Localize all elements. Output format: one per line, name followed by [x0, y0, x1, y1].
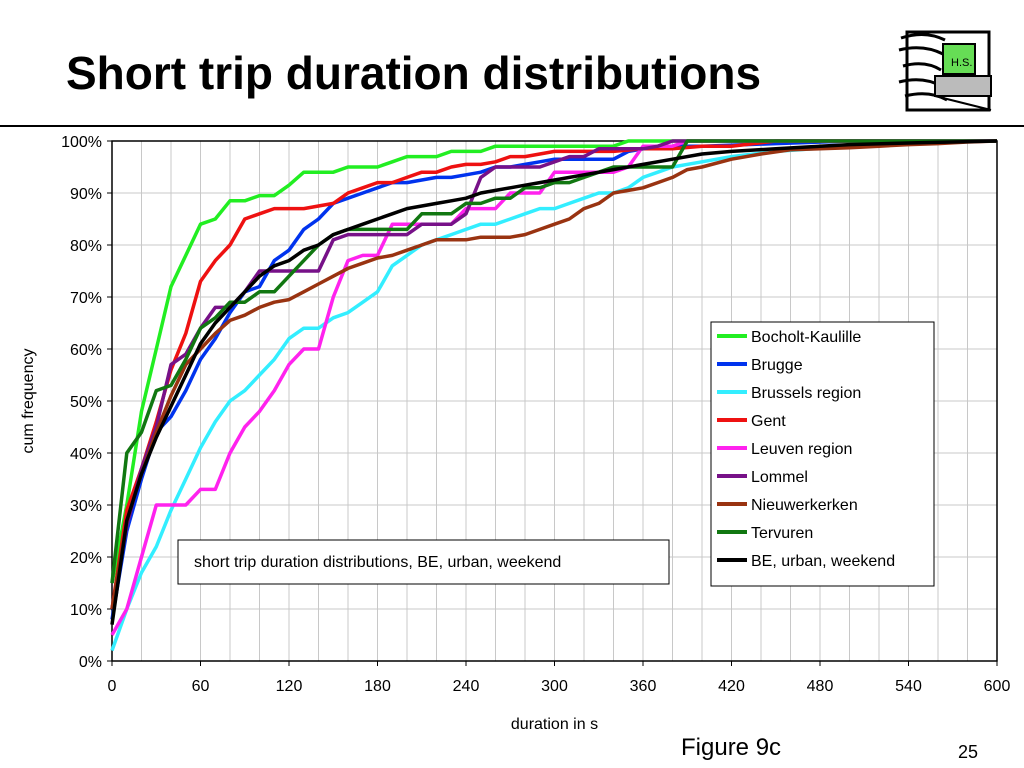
y-tick-label: 60% — [70, 342, 102, 359]
hs-logo: H.S. — [898, 30, 992, 112]
x-tick-label: 240 — [453, 678, 480, 695]
legend-label: Bocholt-Kaulille — [751, 329, 861, 346]
y-tick-label: 90% — [70, 186, 102, 203]
chart-annotation: short trip duration distributions, BE, u… — [194, 554, 561, 571]
x-tick-label: 540 — [895, 678, 922, 695]
y-tick-label: 10% — [70, 602, 102, 619]
y-tick-label: 70% — [70, 290, 102, 307]
title-divider — [0, 125, 1024, 127]
legend-label: Tervuren — [751, 525, 813, 542]
y-tick-label: 0% — [79, 654, 102, 671]
legend: Bocholt-Kaulille Brugge Brussels region Gen… — [710, 321, 935, 587]
series-line — [110, 139, 998, 610]
legend-label: Lommel — [751, 469, 808, 486]
legend-label: Nieuwerkerken — [751, 497, 858, 514]
logo-text: H.S. — [951, 57, 972, 69]
y-tick-label: 50% — [70, 394, 102, 411]
y-axis-label: cum frequency — [20, 349, 37, 454]
series-lines — [110, 139, 998, 652]
x-axis-label: duration in s — [511, 716, 598, 733]
x-tick-label: 120 — [276, 678, 303, 695]
legend-label: Brugge — [751, 357, 803, 374]
y-tick-label: 40% — [70, 446, 102, 463]
legend-label: BE, urban, weekend — [751, 553, 895, 570]
series-line — [110, 139, 997, 610]
x-tick-label: 480 — [807, 678, 834, 695]
x-axis-ticks: 0 60 120 180 240 300 360 420 480 540 600 — [108, 661, 1011, 695]
annotation-box: short trip duration distributions, BE, u… — [177, 539, 670, 585]
series-line — [110, 139, 997, 584]
y-tick-label: 80% — [70, 238, 102, 255]
series-line — [110, 139, 997, 584]
y-tick-label: 30% — [70, 498, 102, 515]
x-tick-label: 180 — [364, 678, 391, 695]
legend-label: Gent — [751, 413, 786, 430]
slide-title: Short trip duration distributions — [66, 47, 762, 99]
legend-box — [710, 321, 935, 587]
y-tick-label: 100% — [61, 134, 102, 151]
x-tick-label: 420 — [718, 678, 745, 695]
legend-label: Brussels region — [751, 385, 861, 402]
x-tick-label: 60 — [192, 678, 210, 695]
series-line — [110, 139, 998, 625]
figure-label: Figure 9c — [681, 734, 782, 761]
x-tick-label: 360 — [630, 678, 657, 695]
y-tick-label: 20% — [70, 550, 102, 567]
page-number: 25 — [958, 742, 979, 762]
y-axis-ticks: 0% 10% 20% 30% 40% 50% 60% 70% 80% 90% 100% — [61, 134, 112, 671]
x-tick-label: 300 — [541, 678, 568, 695]
x-tick-label: 600 — [984, 678, 1011, 695]
x-tick-label: 0 — [108, 678, 117, 695]
legend-label: Leuven region — [751, 441, 852, 458]
